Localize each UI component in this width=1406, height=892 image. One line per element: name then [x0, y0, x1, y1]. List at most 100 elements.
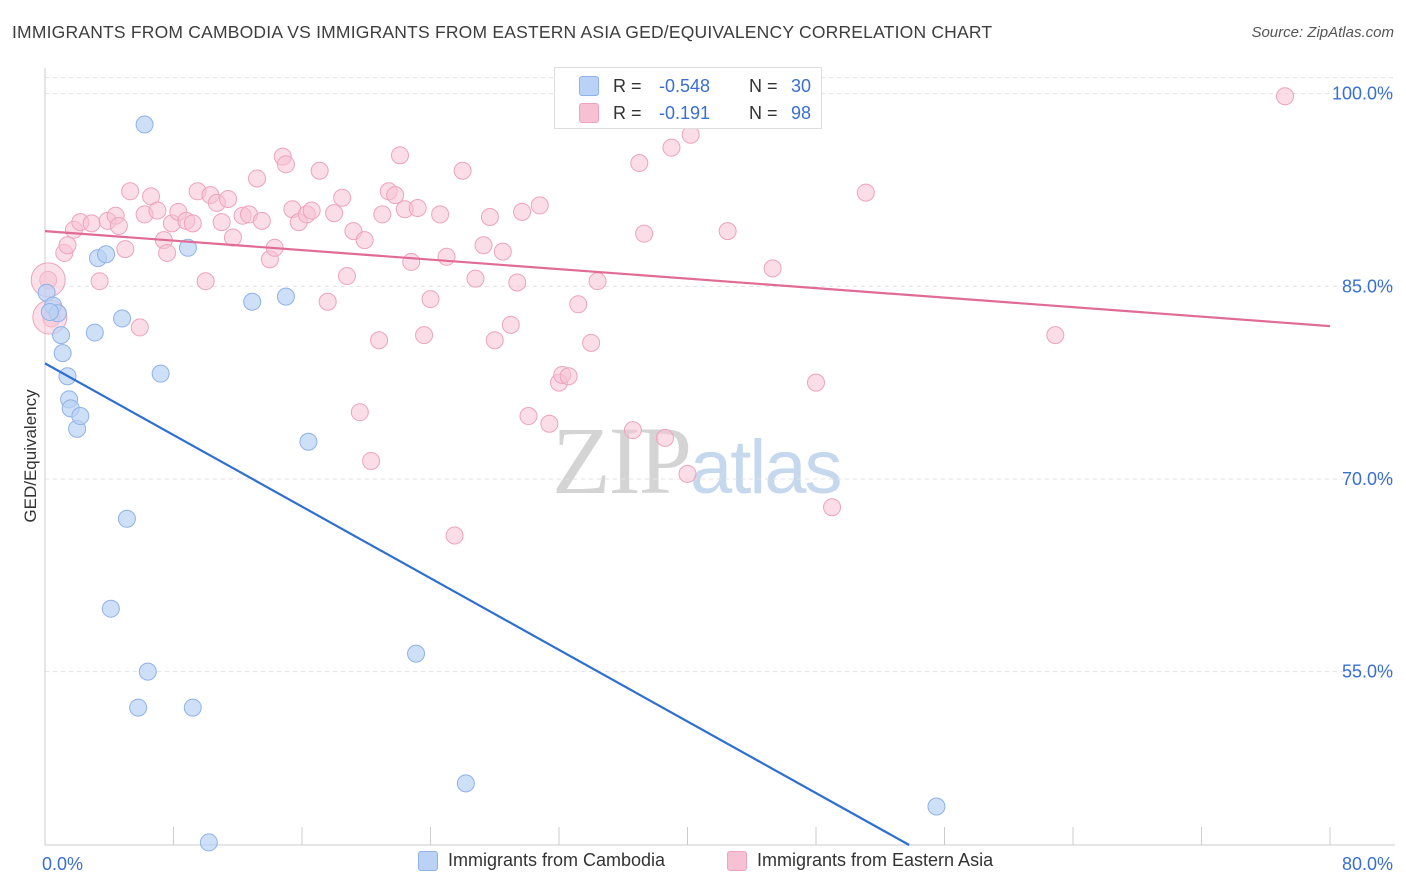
legend-item-easternasia[interactable]: Immigrants from Eastern Asia [727, 850, 993, 871]
eastern-asia-point [310, 161, 329, 180]
axes [44, 68, 1395, 846]
legend-item-cambodia[interactable]: Immigrants from Cambodia [418, 850, 665, 871]
eastern-asia-point [1276, 87, 1295, 106]
eastern-asia-point [362, 451, 381, 470]
stat-n-value: 30 [791, 75, 812, 96]
eastern-asia-point [635, 224, 654, 243]
eastern-asia-point [90, 272, 109, 291]
eastern-asia-point [508, 273, 527, 292]
chart-title: IMMIGRANTS FROM CAMBODIA VS IMMIGRANTS F… [12, 22, 993, 42]
y-tick-label: 70.0% [1342, 469, 1393, 489]
eastern-asia-point [630, 154, 649, 173]
trend-lines [44, 230, 1331, 846]
eastern-asia-point [588, 272, 607, 291]
eastern-asia-points [30, 84, 1295, 545]
eastern-asia-point [121, 182, 140, 201]
cambodia-point [52, 326, 71, 345]
cambodia-point [71, 407, 90, 426]
stat-r-label: R = [613, 102, 642, 123]
cambodia-point [135, 115, 154, 134]
eastern-asia-point [116, 240, 135, 259]
eastern-asia-point [823, 498, 842, 517]
eastern-asia-point [807, 373, 825, 392]
eastern-asia-point [662, 138, 681, 157]
correlation-stats-box: R = -0.548 N = 30 R = -0.191 N = 98 [554, 67, 822, 129]
eastern-asia-point [109, 216, 128, 235]
cambodia-point [101, 599, 120, 618]
cambodia-point [456, 774, 475, 793]
eastern-asia-point [656, 428, 675, 447]
eastern-asia-point [58, 236, 77, 255]
cambodia-point [199, 833, 218, 852]
cambodia-point [151, 364, 170, 383]
stat-swatch-cambodia [579, 76, 599, 96]
eastern-asia-point [431, 205, 450, 224]
cambodia-point [178, 238, 197, 257]
eastern-asia-point [466, 269, 485, 288]
eastern-asia-point [421, 290, 440, 309]
eastern-asia-point [325, 204, 344, 223]
eastern-asia-point [82, 214, 101, 233]
eastern-asia-point [519, 407, 538, 426]
eastern-asia-point [763, 259, 782, 278]
cambodia-trend-line [44, 362, 910, 846]
stat-row-cambodia: R = -0.548 N = 30 [579, 72, 811, 100]
eastern-asia-point [333, 188, 352, 207]
watermark-atlas: atlas [690, 425, 843, 510]
cambodia-point [927, 797, 946, 816]
eastern-asia-point [530, 196, 549, 215]
grid-lines [45, 77, 1395, 673]
cambodia-point [113, 309, 132, 328]
eastern-asia-point [480, 207, 499, 226]
cambodia-point [129, 698, 148, 717]
eastern-asia-point [569, 295, 588, 314]
eastern-asia-point [408, 198, 427, 217]
y-axis-label: GED/Equivalency [21, 389, 40, 523]
eastern-asia-point [183, 214, 202, 233]
stat-r-value: -0.548 [659, 75, 711, 96]
cambodia-point [40, 303, 59, 322]
eastern-asia-point [355, 231, 374, 250]
eastern-asia-point [148, 201, 167, 220]
axis-labels: 55.0% 70.0% 85.0% 100.0% 0.0% 80.0% GED/Equiva… [21, 84, 1393, 874]
eastern-asia-point [678, 464, 697, 483]
eastern-asia-point [196, 272, 215, 291]
watermark-zip: ZIP [552, 407, 692, 514]
legend-label-easternasia: Immigrants from Eastern Asia [757, 850, 994, 870]
eastern-asia-point [1046, 326, 1065, 345]
cambodia-point [85, 323, 104, 342]
eastern-asia-point [493, 242, 512, 261]
eastern-asia-point [718, 222, 737, 241]
eastern-asia-point [219, 189, 238, 208]
stat-swatch-easternasia [579, 103, 599, 123]
eastern-asia-point [501, 315, 520, 334]
eastern-asia-point [158, 243, 177, 262]
eastern-asia-point [390, 146, 409, 165]
eastern-asia-point [540, 414, 559, 433]
cambodia-point [97, 245, 116, 264]
y-tick-label: 85.0% [1342, 276, 1393, 296]
eastern-asia-point [559, 367, 578, 386]
eastern-asia-point [437, 247, 456, 266]
eastern-asia-point [252, 211, 271, 230]
cambodia-point [299, 432, 318, 451]
eastern-asia-trend-line [44, 230, 1331, 328]
cambodia-point [276, 287, 295, 306]
eastern-asia-point [485, 331, 504, 350]
eastern-asia-point [386, 186, 405, 205]
eastern-asia-point [302, 201, 321, 220]
eastern-asia-point [415, 326, 434, 345]
eastern-asia-point [453, 161, 472, 180]
x-tick-label: 0.0% [42, 854, 83, 874]
source-credit: Source: ZipAtlas.com [1251, 24, 1394, 41]
eastern-asia-point [248, 169, 267, 188]
cambodia-points [37, 115, 946, 852]
stat-n-label: N = [749, 102, 778, 123]
cambodia-point [53, 344, 72, 363]
x-tick-label: 80.0% [1342, 854, 1393, 874]
watermark: ZIPatlas [552, 405, 843, 516]
cambodia-point [117, 509, 136, 528]
eastern-asia-point [513, 202, 532, 221]
stat-r-label: R = [613, 75, 642, 96]
